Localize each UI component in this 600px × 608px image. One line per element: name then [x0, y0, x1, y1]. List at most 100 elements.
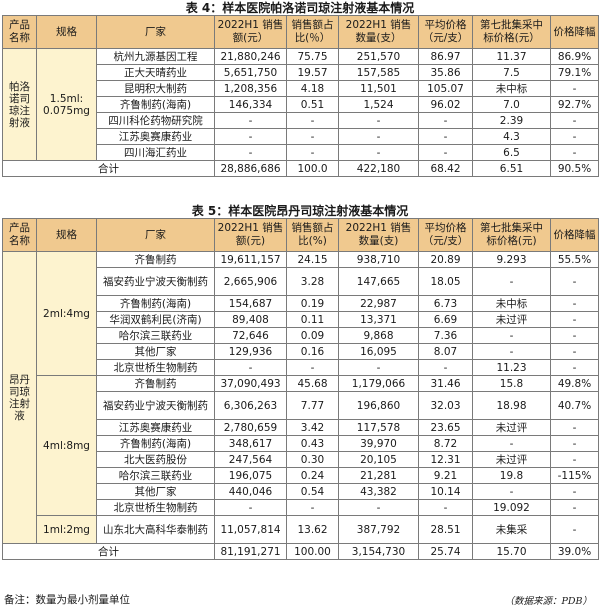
manufacturer-cell: 哈尔滨三联药业: [96, 327, 215, 344]
share-cell: 0.24: [286, 467, 339, 484]
batch7-price-cell: 未中标: [472, 295, 551, 312]
manufacturer-cell: 正大天晴药业: [96, 64, 215, 81]
sales-cell: -: [214, 112, 287, 129]
quantity-cell: 1,524: [338, 96, 419, 113]
total-share-cell: 100.0: [286, 160, 339, 177]
table-row: 正大天晴药业 5,651,750 19.57 157,585 35.86 7.5 79.1%: [3, 64, 599, 81]
sales-cell: 440,046: [214, 483, 287, 500]
price-drop-cell: 86.9%: [550, 48, 599, 65]
header-sales: 2022H1 销售额(元）: [214, 15, 287, 49]
header-sales: 2022H1 销售额(元): [214, 218, 287, 252]
batch7-price-cell: 未集采: [472, 515, 551, 544]
share-cell: 24.15: [286, 251, 339, 268]
avg-price-cell: 6.69: [418, 311, 473, 328]
batch7-price-cell: 6.5: [472, 144, 551, 161]
sales-cell: 21,880,246: [214, 48, 287, 65]
avg-price-cell: 6.73: [418, 295, 473, 312]
share-cell: 0.11: [286, 311, 339, 328]
header-price-drop: 价格降幅: [550, 218, 599, 252]
avg-price-cell: 23.65: [418, 419, 473, 436]
quantity-cell: 157,585: [338, 64, 419, 81]
quantity-cell: 11,501: [338, 80, 419, 97]
manufacturer-cell: 福安药业宁波天衡制药: [96, 267, 215, 296]
header-row: 产品名称 规格 厂家 2022H1 销售额(元） 销售额占比(％） 2022H1 销售数量…: [2, 15, 599, 49]
sales-cell: -: [214, 359, 287, 376]
table5: 产品名称 规格 厂家 2022H1 销售额(元) 销售额占比(%) 2022H1 销售数量…: [2, 218, 599, 560]
table-row: 帕洛诺司琼注射液 1.5ml: 0.075mg 杭州九源基因工程 21,880,246…: [2, 48, 599, 161]
quantity-cell: -: [338, 144, 419, 161]
spec-cell: 1ml:2mg: [36, 515, 97, 544]
batch7-price-cell: 15.8: [472, 375, 551, 392]
avg-price-cell: 7.36: [418, 327, 473, 344]
quantity-cell: -: [338, 112, 419, 129]
quantity-cell: 43,382: [338, 483, 419, 500]
table-row: 北大医药股份 247,564 0.30 20,105 12.31 未过评 -: [3, 451, 599, 468]
total-avg-cell: 25.74: [418, 543, 473, 560]
batch7-price-cell: 未过评: [472, 451, 551, 468]
batch7-price-cell: -: [472, 327, 551, 344]
table-row: 其他厂家 129,936 0.16 16,095 8.07- -: [3, 343, 599, 360]
avg-price-cell: 9.21: [418, 467, 473, 484]
total-sales-cell: 81,191,271: [214, 543, 287, 560]
batch7-price-cell: 9.293: [472, 251, 551, 268]
total-sales-cell: 28,886,686: [214, 160, 287, 177]
sales-cell: 1,208,356: [214, 80, 287, 97]
product-name-cell: 帕洛诺司琼注射液: [2, 48, 37, 161]
price-drop-cell: 40.7%: [550, 391, 599, 420]
avg-price-cell: 10.14: [418, 483, 473, 500]
sales-cell: 6,306,263: [214, 391, 287, 420]
table-row: 昆明积大制药 1,208,356 4.18 11,501 105.07 未中标 -: [3, 80, 599, 97]
price-drop-cell: -: [550, 144, 599, 161]
total-avg-cell: 68.42: [418, 160, 473, 177]
price-drop-cell: -: [550, 499, 599, 516]
header-share: 销售额占比(％）: [286, 15, 339, 49]
price-drop-cell: -: [550, 515, 599, 544]
table4: 产品名称 规格 厂家 2022H1 销售额(元） 销售额占比(％） 2022H1 销售数量…: [2, 15, 599, 177]
quantity-cell: 387,792: [338, 515, 419, 544]
avg-price-cell: -: [418, 144, 473, 161]
sales-cell: -: [214, 499, 287, 516]
batch7-price-cell: 18.98: [472, 391, 551, 420]
manufacturer-cell: 齐鲁制药(海南): [96, 435, 215, 452]
quantity-cell: -: [338, 359, 419, 376]
manufacturer-cell: 四川科伦药物研究院: [96, 112, 215, 129]
spec-cell: 1.5ml: 0.075mg: [36, 48, 97, 161]
sales-cell: 129,936: [214, 343, 287, 360]
table-row: 华润双鹤利民(济南) 89,408 0.11 13,371 6.69 未过评 -: [3, 311, 599, 328]
quantity-cell: 13,371: [338, 311, 419, 328]
header-product: 产品名称: [2, 218, 37, 252]
avg-price-cell: 105.07: [418, 80, 473, 97]
price-drop-cell: -: [550, 435, 599, 452]
batch7-price-cell: -: [472, 267, 551, 296]
manufacturer-cell: 其他厂家: [96, 343, 215, 360]
table-row: 江苏奥赛康药业 2,780,659 3.42 117,578 23.65 未过评 -: [3, 419, 599, 436]
footer-note: 备注：数量为最小剂量单位: [4, 594, 130, 606]
price-drop-cell: -115%: [550, 467, 599, 484]
manufacturer-cell: 齐鲁制药(海南): [96, 295, 215, 312]
share-cell: 75.75: [286, 48, 339, 65]
batch7-price-cell: 4.3: [472, 128, 551, 145]
sales-cell: 2,665,906: [214, 267, 287, 296]
header-average-price: 平均价格（元/支）: [418, 15, 473, 49]
quantity-cell: 16,095: [338, 343, 419, 360]
batch7-price-cell: 7.0: [472, 96, 551, 113]
spec-cell: 2ml:4mg: [36, 251, 97, 376]
price-drop-cell: -: [550, 419, 599, 436]
avg-price-cell: 18.05: [418, 267, 473, 296]
manufacturer-cell: 山东北大高科华泰制药: [96, 515, 215, 544]
batch7-price-cell: 2.39: [472, 112, 551, 129]
header-spec: 规格: [36, 15, 97, 49]
avg-price-cell: -: [418, 359, 473, 376]
price-drop-cell: -: [550, 483, 599, 500]
price-drop-cell: -: [550, 112, 599, 129]
avg-price-cell: 8.07: [418, 343, 473, 360]
avg-price-cell: 8.72: [418, 435, 473, 452]
batch7-price-cell: -: [472, 483, 551, 500]
header-batch7-price: 第七批集采中标价格(元): [472, 218, 551, 252]
total-qty-cell: 3,154,730: [338, 543, 419, 560]
avg-price-cell: -: [418, 499, 473, 516]
sales-cell: 146,334: [214, 96, 287, 113]
table4-caption: 表 4：样本医院帕洛诺司琼注射液基本情况: [185, 1, 415, 15]
share-cell: 3.42: [286, 419, 339, 436]
manufacturer-cell: 北京世桥生物制药: [96, 499, 215, 516]
